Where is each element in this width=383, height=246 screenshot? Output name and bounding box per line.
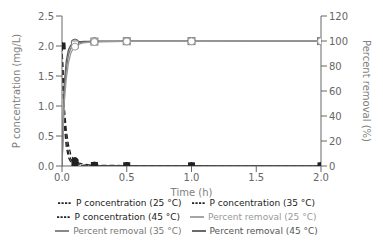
svg-text:40: 40 <box>329 111 342 122</box>
svg-text:1.5: 1.5 <box>248 172 264 183</box>
svg-text:Percent removal (%): Percent removal (%) <box>361 40 372 142</box>
svg-text:0: 0 <box>329 161 335 172</box>
svg-text:1.0: 1.0 <box>38 101 54 112</box>
svg-text:2.0: 2.0 <box>38 41 54 52</box>
svg-text:120: 120 <box>329 11 348 22</box>
svg-text:1.5: 1.5 <box>38 71 54 82</box>
html-text:P concentration (35 °C): P concentration (35 °C) <box>209 197 316 208</box>
svg-text:0.5: 0.5 <box>38 131 54 142</box>
svg-text:1.0: 1.0 <box>184 172 200 183</box>
svg-text:0.5: 0.5 <box>119 172 135 183</box>
svg-text:80: 80 <box>329 61 342 72</box>
svg-text:20: 20 <box>329 136 342 147</box>
svg-text:60: 60 <box>329 86 342 97</box>
svg-text:0.0: 0.0 <box>54 172 70 183</box>
svg-text:100: 100 <box>329 36 348 47</box>
html-text:P concentration (25 °C): P concentration (25 °C) <box>75 197 182 208</box>
svg-text:2.0: 2.0 <box>313 172 329 183</box>
html-text:P concentration (45 °C): P concentration (45 °C) <box>74 211 181 222</box>
html-text:Percent removal (25 °C): Percent removal (25 °C) <box>208 211 317 222</box>
html-text:Percent removal (35 °C): Percent removal (35 °C) <box>73 225 182 236</box>
svg-text:2.5: 2.5 <box>38 11 54 22</box>
html-text:Percent removal (45 °C): Percent removal (45 °C) <box>209 225 318 236</box>
svg-text:Time (h): Time (h) <box>170 187 213 198</box>
svg-text:P concentration (mg/L): P concentration (mg/L) <box>11 34 22 149</box>
svg-text:0.0: 0.0 <box>38 161 54 172</box>
